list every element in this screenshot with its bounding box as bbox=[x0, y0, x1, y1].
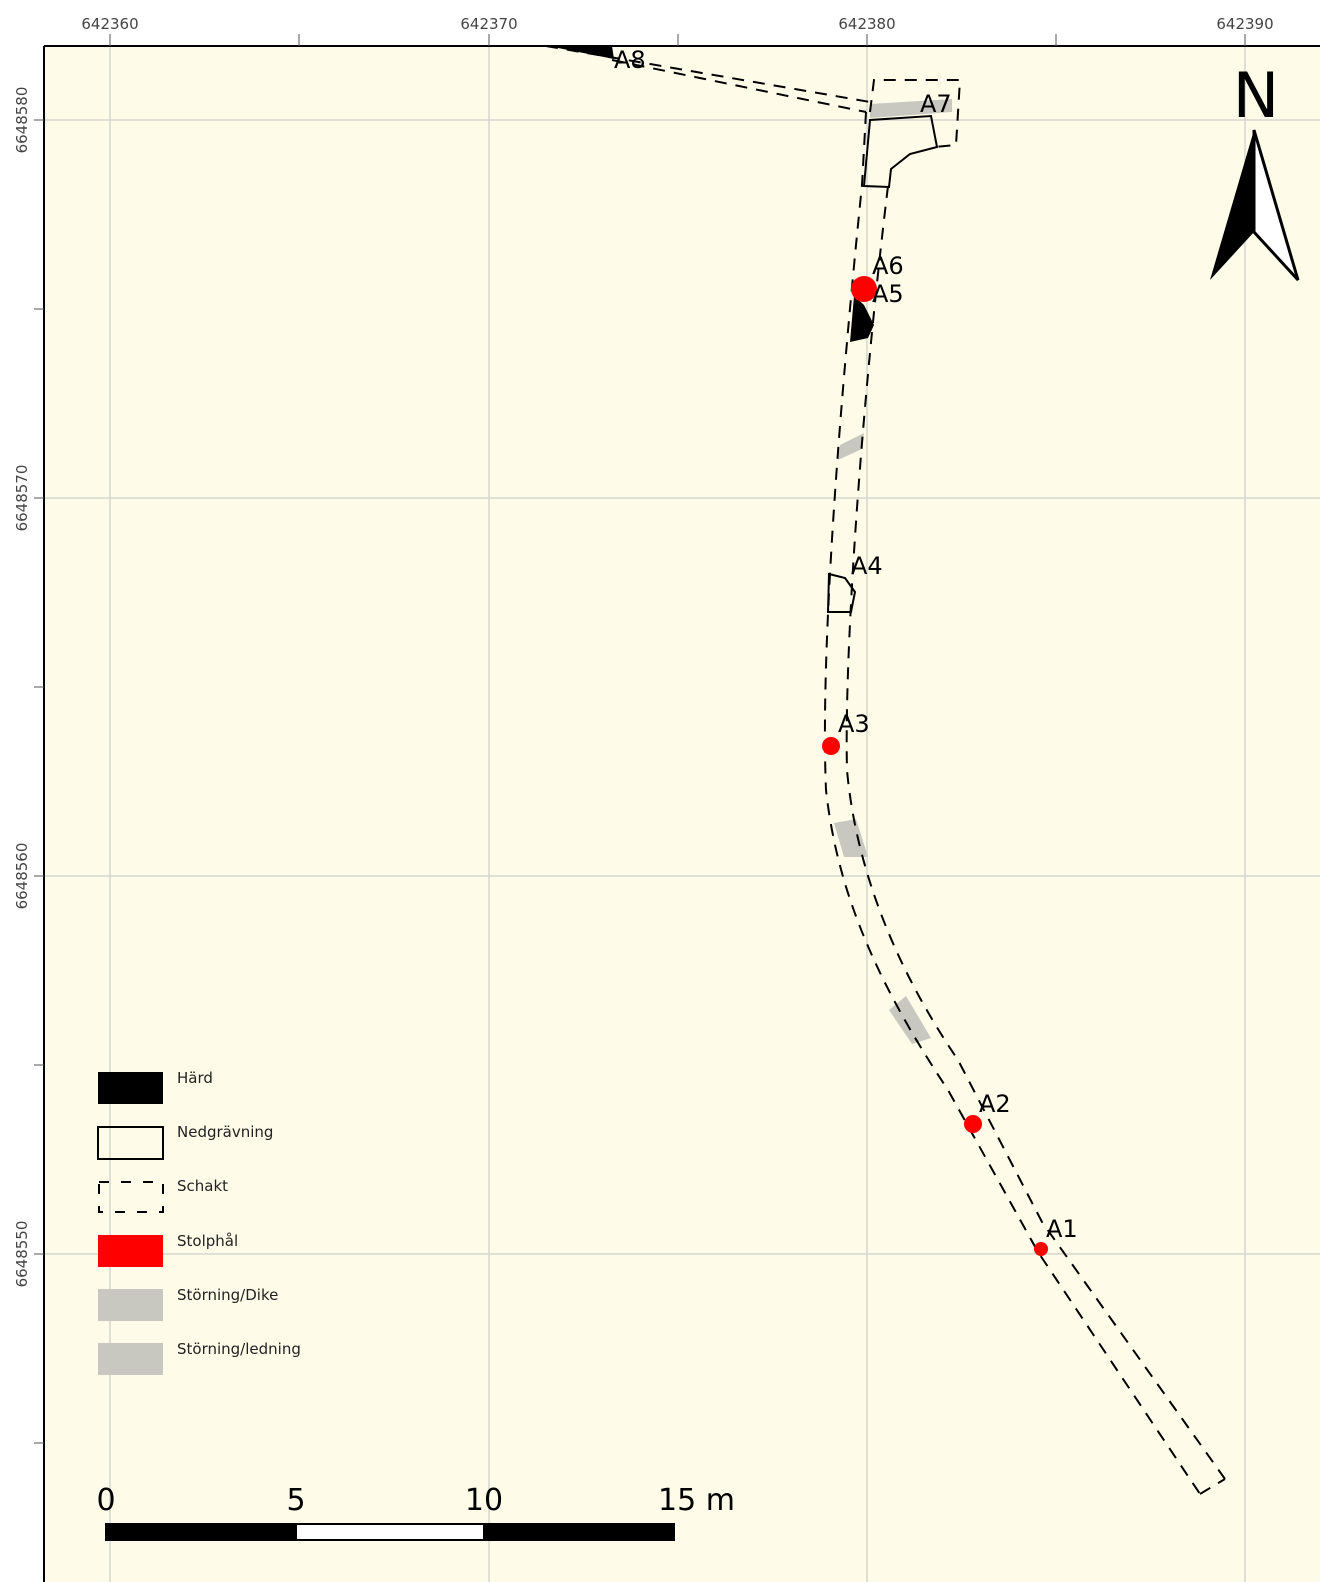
north-arrow-label: N bbox=[1233, 59, 1279, 132]
legend-swatch-nedgravning bbox=[97, 1126, 164, 1160]
a4-nedgravning bbox=[826, 572, 857, 613]
schakt-edge-right bbox=[845, 185, 1226, 1480]
scale-bar: 0 5 10 15 m bbox=[96, 1483, 735, 1541]
north-arrow: N bbox=[1210, 59, 1300, 282]
a6-stolphal bbox=[851, 276, 877, 302]
feature-label-a6: A6 bbox=[872, 252, 904, 280]
stolphal-points bbox=[822, 276, 1048, 1256]
schakt-end bbox=[1199, 1478, 1226, 1495]
scale-label-10: 10 bbox=[465, 1483, 503, 1518]
north-arrow-right-half bbox=[1252, 129, 1300, 282]
storning-patch bbox=[889, 996, 931, 1044]
legend-label: Störning/ledning bbox=[177, 1340, 301, 1358]
scale-bar-segment bbox=[483, 1523, 675, 1541]
legend-swatch-stolphal bbox=[98, 1235, 163, 1267]
schakt-a7-box bbox=[869, 79, 962, 148]
legend: Härd Nedgrävning Schakt Stolphål Störnin… bbox=[97, 1069, 301, 1375]
feature-label-a2: A2 bbox=[979, 1090, 1011, 1118]
schakt-edge-a8-bottom bbox=[611, 59, 867, 113]
legend-swatch-storning-dike bbox=[98, 1289, 163, 1321]
scale-label-0: 0 bbox=[96, 1483, 115, 1518]
a3-stolphal bbox=[822, 737, 840, 755]
x-tick-label: 642370 bbox=[460, 15, 517, 33]
north-arrow-left-half bbox=[1210, 130, 1254, 280]
scale-bar-segment bbox=[105, 1523, 297, 1541]
storning-patch bbox=[834, 819, 868, 857]
legend-swatch-schakt bbox=[98, 1181, 164, 1213]
legend-label: Schakt bbox=[177, 1177, 228, 1195]
legend-swatch-storning-ledning bbox=[98, 1343, 163, 1375]
legend-label: Nedgrävning bbox=[177, 1123, 273, 1141]
grid-vertical bbox=[109, 46, 1246, 1582]
y-tick-label: 6648580 bbox=[13, 87, 31, 154]
schakt-trench bbox=[545, 45, 1226, 1495]
a8-hard bbox=[548, 46, 614, 59]
x-tick-label: 642360 bbox=[81, 15, 138, 33]
scale-label-5: 5 bbox=[286, 1483, 305, 1518]
scale-bar-segment bbox=[295, 1523, 485, 1541]
x-tick-label: 642390 bbox=[1216, 15, 1273, 33]
schakt-edge-a8-top bbox=[545, 45, 871, 103]
legend-swatch-hard bbox=[98, 1072, 163, 1104]
feature-label-a1: A1 bbox=[1046, 1215, 1078, 1243]
storning-a7-strip bbox=[870, 99, 952, 118]
legend-label: Stolphål bbox=[177, 1232, 238, 1250]
feature-label-a8: A8 bbox=[614, 46, 646, 74]
y-tick-label: 6648570 bbox=[13, 465, 31, 532]
feature-label-a4: A4 bbox=[851, 552, 883, 580]
a2-stolphal bbox=[964, 1115, 982, 1133]
y-tick-label: 6648550 bbox=[13, 1221, 31, 1288]
ticks-left bbox=[34, 119, 44, 1444]
feature-label-a7: A7 bbox=[920, 90, 952, 118]
feature-label-a5: A5 bbox=[872, 280, 904, 308]
legend-label: Härd bbox=[177, 1069, 213, 1087]
y-tick-label: 6648560 bbox=[13, 843, 31, 910]
a1-stolphal bbox=[1034, 1242, 1048, 1256]
a7-nedgravning bbox=[862, 114, 939, 189]
map-background bbox=[44, 46, 1320, 1582]
grid-horizontal bbox=[44, 119, 1320, 1255]
legend-label: Störning/Dike bbox=[177, 1286, 278, 1304]
storning-patch bbox=[838, 433, 864, 460]
feature-label-a3: A3 bbox=[838, 710, 870, 738]
x-tick-label: 642380 bbox=[838, 15, 895, 33]
storning-patches bbox=[834, 99, 952, 1044]
schakt-edge-left bbox=[823, 111, 1201, 1495]
ticks-top bbox=[109, 34, 1246, 46]
scale-label-15m: 15 m bbox=[658, 1483, 735, 1518]
a5-hard bbox=[850, 296, 874, 342]
